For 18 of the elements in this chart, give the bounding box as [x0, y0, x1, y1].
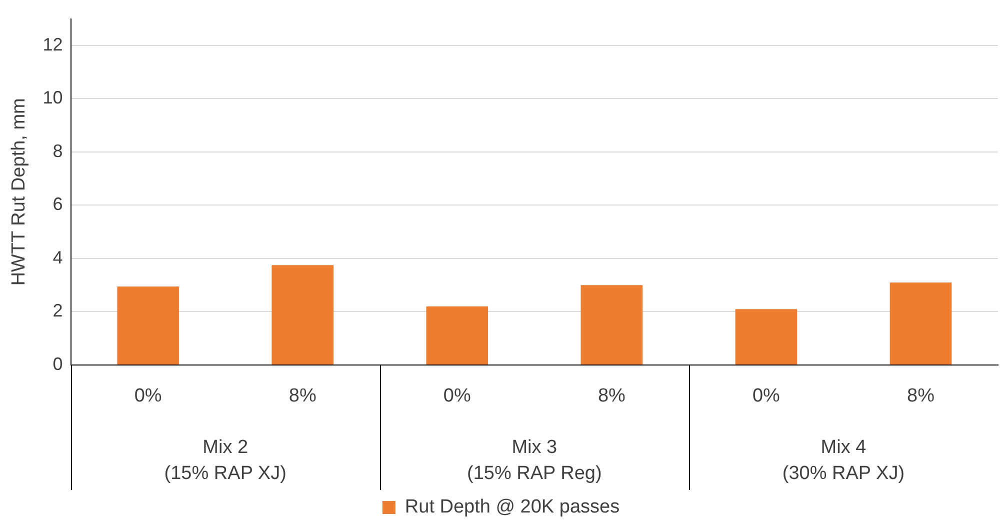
- y-tick-label: 6: [52, 194, 63, 214]
- legend-label: Rut Depth @ 20K passes: [404, 496, 620, 518]
- x-tick-label: 0%: [134, 386, 162, 407]
- x-tick-label: 0%: [443, 386, 471, 407]
- x-tick-label: 8%: [598, 386, 626, 407]
- x-tick-label: 0%: [752, 386, 780, 407]
- text: Mix 3 (15% RAP Reg): [466, 437, 602, 484]
- text: Mix 4 (30% RAP XJ): [782, 437, 905, 484]
- y-tick-label: 10: [42, 88, 63, 108]
- y-tick-label: 0: [52, 354, 63, 374]
- y-axis-title: HWTT Rut Depth, mm: [8, 98, 30, 286]
- y-tick-label: 8: [52, 140, 63, 161]
- x-tick-label: 8%: [288, 386, 316, 407]
- x-tick-label: 8%: [907, 386, 935, 407]
- y-tick-label: 2: [52, 300, 63, 321]
- y-tick-label: 12: [42, 34, 63, 54]
- text: Mix 2 (15% RAP XJ): [164, 437, 286, 484]
- y-tick-label: 4: [52, 247, 63, 268]
